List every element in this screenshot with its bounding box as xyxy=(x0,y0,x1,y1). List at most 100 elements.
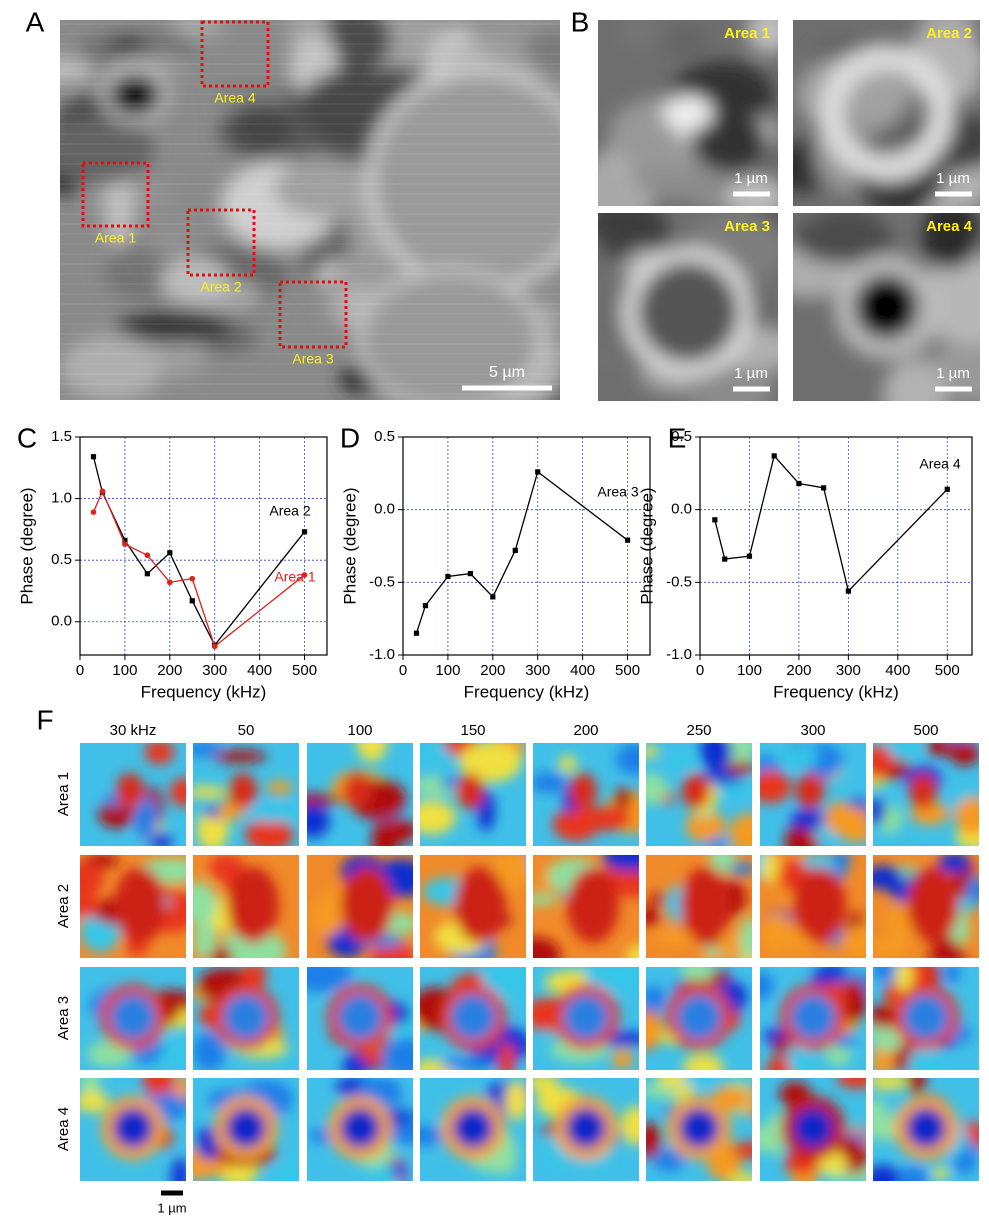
y-tick-label: 0.5 xyxy=(671,428,692,445)
x-tick-label: 200 xyxy=(480,662,505,679)
marker xyxy=(712,517,717,522)
x-tick-label: 100 xyxy=(112,662,137,679)
texture xyxy=(87,987,202,1067)
y-axis-label: Phase (degree) xyxy=(637,487,656,604)
figure: A B C D E F Area 4Area 1Area 2Area 35 µm… xyxy=(0,0,989,1218)
blob xyxy=(636,1085,679,1098)
phase-map xyxy=(397,1078,537,1181)
area-label: Area 4 xyxy=(214,90,255,106)
marker xyxy=(846,588,851,593)
y-tick-label: -0.5 xyxy=(666,573,692,590)
blob xyxy=(267,781,293,795)
panel-label: C xyxy=(17,422,37,453)
scale-bar-label: 1 µm xyxy=(734,365,768,382)
feature xyxy=(898,989,954,1045)
marker xyxy=(145,552,151,558)
feature xyxy=(227,867,279,943)
column-label: 500 xyxy=(913,722,938,739)
feature xyxy=(454,867,506,943)
area-label: Area 1 xyxy=(724,25,770,42)
zoom-image: Area 31 µm xyxy=(587,196,802,425)
blob xyxy=(245,818,293,852)
y-tick-label: 0.0 xyxy=(671,501,692,518)
area-label: Area 4 xyxy=(926,218,973,235)
phase-map xyxy=(182,741,301,851)
x-axis-label: Frequency (kHz) xyxy=(773,682,899,701)
panel-label: A xyxy=(26,6,45,37)
x-tick-label: 400 xyxy=(247,662,272,679)
feature xyxy=(343,773,371,809)
blob xyxy=(530,772,567,793)
phase-map xyxy=(859,1064,988,1195)
blob xyxy=(870,937,909,958)
feature xyxy=(569,773,597,809)
blob xyxy=(498,1042,515,1079)
feature xyxy=(663,95,713,131)
blob xyxy=(933,1167,949,1180)
phase-map xyxy=(521,961,650,1070)
marker xyxy=(302,529,307,534)
blob xyxy=(615,787,631,810)
feature xyxy=(332,989,388,1045)
x-tick-label: 500 xyxy=(292,662,317,679)
phase-map xyxy=(862,852,987,964)
scale-bar-label: 1 µm xyxy=(936,170,970,187)
x-tick-label: 0 xyxy=(76,662,84,679)
marker xyxy=(167,550,172,555)
blob xyxy=(728,1173,761,1187)
blob xyxy=(640,745,659,758)
feature xyxy=(794,867,846,943)
marker xyxy=(468,571,473,576)
x-tick-label: 0 xyxy=(696,662,704,679)
x-axis-label: Frequency (kHz) xyxy=(141,682,267,701)
column-label: 150 xyxy=(460,722,485,739)
feature xyxy=(900,1102,952,1154)
x-tick-label: 500 xyxy=(935,662,960,679)
feature xyxy=(682,773,710,809)
marker xyxy=(91,454,96,459)
scale-bar-label: 5 µm xyxy=(489,364,525,381)
x-tick-label: 100 xyxy=(435,662,460,679)
blob xyxy=(862,866,904,890)
blob xyxy=(638,906,661,926)
marker xyxy=(122,541,128,547)
blob xyxy=(440,1058,495,1072)
phase-map xyxy=(633,727,768,856)
blob xyxy=(897,1166,929,1195)
marker xyxy=(490,594,495,599)
marker xyxy=(821,485,826,490)
y-tick-label: 0.0 xyxy=(51,613,72,630)
blob xyxy=(761,913,792,955)
feature xyxy=(671,989,727,1045)
blob xyxy=(28,59,94,81)
marker xyxy=(796,481,801,486)
y-tick-label: 0.5 xyxy=(51,551,72,568)
blob xyxy=(665,757,699,772)
column-label: 250 xyxy=(686,722,711,739)
feature xyxy=(456,773,484,809)
blob xyxy=(683,1054,724,1080)
phase-map xyxy=(289,958,438,1079)
marker xyxy=(190,598,195,603)
feature xyxy=(680,867,732,943)
feature xyxy=(909,773,937,809)
zoom-image: Area 11 µm xyxy=(577,8,803,231)
blob xyxy=(895,960,913,992)
marker xyxy=(945,487,950,492)
area-label: Area 1 xyxy=(95,230,136,246)
phase-map xyxy=(180,962,299,1071)
blob xyxy=(839,1137,863,1161)
x-tick-label: 300 xyxy=(525,662,550,679)
blob xyxy=(613,1048,633,1071)
blob xyxy=(372,1166,397,1193)
phase-map xyxy=(179,854,299,971)
phase-map xyxy=(407,732,526,846)
scale-bar-label: 1 µm xyxy=(157,1200,186,1215)
feature xyxy=(796,773,824,809)
phase-map xyxy=(307,855,428,972)
x-tick-label: 200 xyxy=(157,662,182,679)
blob xyxy=(274,159,382,218)
marker xyxy=(414,631,419,636)
y-tick-label: 0.0 xyxy=(374,501,395,518)
phase-map xyxy=(80,740,199,851)
